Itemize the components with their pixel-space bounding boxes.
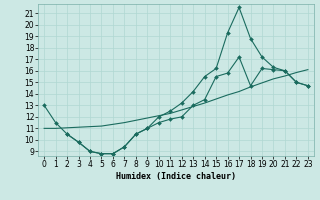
X-axis label: Humidex (Indice chaleur): Humidex (Indice chaleur) xyxy=(116,172,236,181)
